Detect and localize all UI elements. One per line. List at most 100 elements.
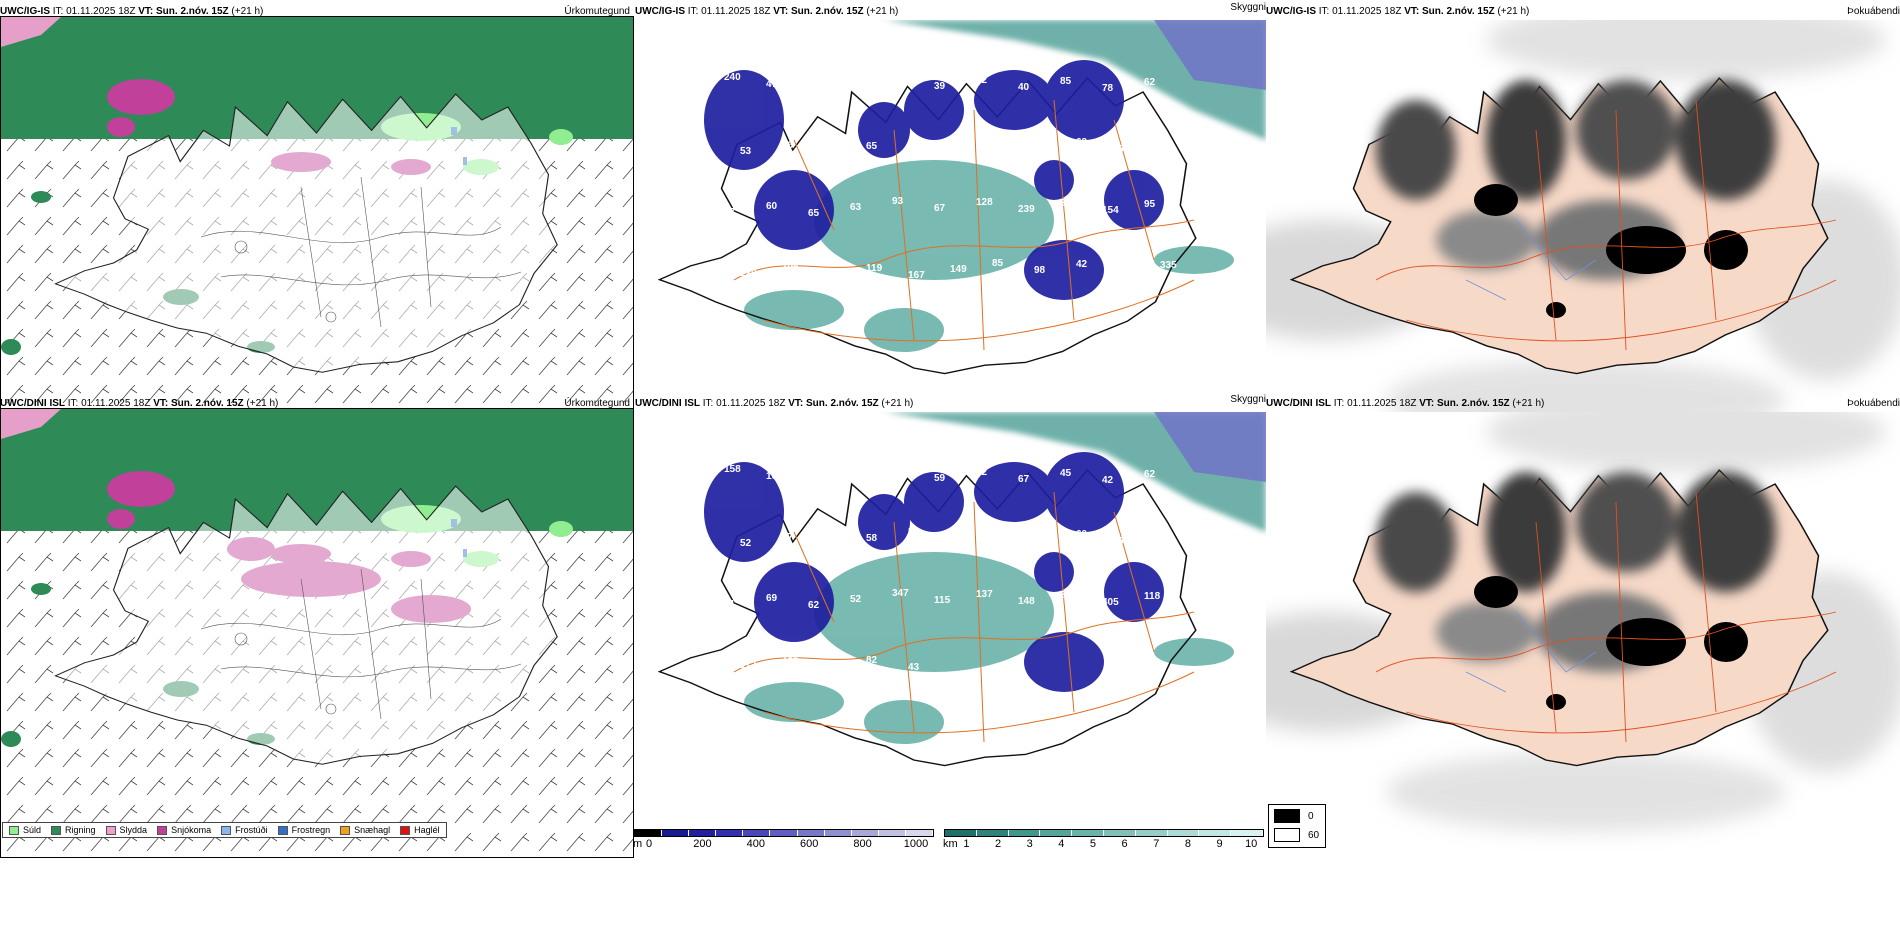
colorbar-segment (689, 830, 717, 836)
cloud-base-label: 112 (740, 660, 757, 671)
colorbar-segment (1040, 830, 1073, 836)
vt-value: Sun. 2.nóv. 15Z (1437, 398, 1510, 409)
cloud-base-label: 85 (1060, 76, 1072, 87)
precip-type-panel: UWC/DINI ISL IT: 01.11.2025 18Z VT: Sun.… (0, 392, 634, 858)
vt-label: VT: (153, 398, 169, 409)
precip-legend-swatch (105, 825, 116, 835)
colorbar-tick: 400 (746, 838, 765, 850)
fog-legend: 0 60 (1268, 804, 1326, 848)
cloud-base-label: 102 (766, 471, 783, 482)
colorbar-tick: 600 (800, 838, 819, 850)
cloud-base-label: 65 (866, 141, 878, 152)
cloud-header: UWC/DINI ISL IT: 01.11.2025 18Z VT: Sun.… (635, 397, 913, 411)
colorbar-segment (1103, 830, 1136, 836)
visibility-sea-field-2 (1154, 20, 1266, 90)
colorbar-tick: 200 (693, 838, 712, 850)
colorbar-segment (976, 830, 1009, 836)
cloud-base-label: 52 (976, 75, 988, 86)
precip-map (1, 409, 633, 857)
cloud-base-label: 128 (976, 197, 993, 208)
precip-legend-item: Súld (9, 825, 41, 835)
cloud-base-label: 45 (892, 74, 904, 85)
cloud-base-label: 82 (866, 655, 878, 666)
fog-header: UWC/DINI ISL IT: 01.11.2025 18Z VT: Sun.… (1266, 397, 1544, 411)
colorbar-segment (716, 830, 744, 836)
cloud-base-label: 62 (808, 600, 820, 611)
cloud-base-label: 71 (1034, 535, 1046, 546)
cloud-base-label: 42 (950, 142, 962, 153)
cloud-base-label: 158 (724, 464, 741, 475)
lead-time: (+21 h) (1512, 398, 1545, 409)
it-label: IT: (702, 398, 714, 409)
lead-time: (+21 h) (866, 6, 899, 17)
visibility-colorbar: 1 2 3 4 5 6 7 8 9 10 km (943, 829, 1264, 851)
colorbar-segment (743, 830, 771, 836)
it-value: 01.11.2025 18Z (1347, 398, 1417, 409)
cloud-visibility-map: 158 102 85 66 69 59 52 67 45 42 62 52 47 49 58 57 52 45 71… (634, 412, 1266, 828)
precip-legend-label: Rigning (65, 825, 96, 835)
cloud-base-label: 60 (766, 201, 778, 212)
precip-legend-label: Snjókoma (171, 825, 212, 835)
precip-legend-item: Slydda (105, 825, 147, 835)
colorbar-tick: 6 (1121, 838, 1128, 850)
it-label: IT: (687, 6, 699, 17)
cloud-base-label: 167 (908, 270, 925, 281)
it-value: 01.11.2025 18Z (81, 398, 151, 409)
colorbar-segment (635, 830, 663, 836)
cloud-base-label: 148 (1018, 596, 1035, 607)
cloud-base-colorbar: 0 200 400 600 800 1000 m (634, 829, 934, 851)
colorbar-segment (905, 830, 934, 836)
cloud-base-label: 59 (934, 473, 946, 484)
cloud-base-label: 48 (808, 73, 820, 84)
cloud-base-label: 89 (850, 80, 862, 91)
colorbar-tick: 1 (963, 838, 970, 850)
colorbar-tick: 1000 (903, 838, 929, 850)
cloud-base-label: 43 (908, 662, 920, 673)
cloud-base-label: 45 (992, 528, 1004, 539)
cloud-base-label: 62 (1144, 469, 1156, 480)
cloud-base-label: 52 (1118, 144, 1130, 155)
colorbar-segment (662, 830, 690, 836)
model-name: UWC/IG-IS (0, 6, 50, 17)
cloud-base-label: 93 (892, 196, 904, 207)
precip-legend: Súld Rigning Slydda Snjókoma Frostúði Frostre… (2, 822, 447, 838)
cloud-base-label: 347 (892, 588, 909, 599)
cloud-base-label: 350 (1060, 198, 1077, 209)
cloud-base-label: 40 (1018, 82, 1030, 93)
cloud-base-label: 71 (724, 599, 736, 610)
cloud-base-label: 42 (1102, 475, 1114, 486)
it-label: IT: (52, 6, 64, 17)
colorbar-tick: 10 (1245, 838, 1258, 850)
cloud-base-label: 220 (740, 268, 757, 279)
vt-label: VT: (138, 6, 154, 17)
cloud-base-labels: 158 102 85 66 69 59 52 67 45 42 62 52 47 49 58 57 52 45 71… (724, 464, 1172, 673)
colorbar-segment (797, 830, 825, 836)
cloud-base-label: 137 (976, 589, 993, 600)
cloud-base-label: 61 (1118, 536, 1130, 547)
vt-value: Sun. 2.nóv. 15Z (171, 398, 244, 409)
forecast-row-2: UWC/DINI ISL IT: 01.11.2025 18Z VT: Sun.… (0, 392, 1900, 872)
terrain-contours (200, 568, 522, 720)
cloud-base-label: 47 (782, 532, 794, 543)
cloud-base-label: 52 (740, 538, 752, 549)
cloud-base-label: 42 (1076, 259, 1088, 270)
colorbar-tick: 4 (1058, 838, 1065, 850)
panel-title: Úrkomutegund (564, 398, 630, 409)
precip-map (1, 17, 633, 465)
cloud-base-label: 54 (824, 134, 836, 145)
it-value: 01.11.2025 18Z (66, 6, 136, 17)
colorbar-tick: 3 (1026, 838, 1033, 850)
cloud-base-labels: 240 47 48 89 45 39 52 40 85 78 62 53 56 54 65 43 42 47 51 6… (724, 72, 1177, 281)
colorbar-tick: 5 (1089, 838, 1097, 850)
cloud-base-label: 95 (1144, 199, 1156, 210)
model-name: UWC/DINI ISL (1266, 398, 1331, 409)
cloud-base-label: 67 (724, 207, 736, 218)
fog-roads (1375, 491, 1837, 743)
cloud-base-label: 65 (808, 208, 820, 219)
cloud-base-label: 69 (766, 593, 778, 604)
precip-legend-item: Frostregn (277, 825, 330, 835)
cloud-visibility-map: 240 47 48 89 45 39 52 40 85 78 62 53 56 54 65 43 42 47 51 6… (634, 20, 1266, 436)
low-cloud-regions (704, 60, 1164, 300)
colorbar-tick: 800 (853, 838, 872, 850)
vt-label: VT: (1404, 6, 1420, 17)
